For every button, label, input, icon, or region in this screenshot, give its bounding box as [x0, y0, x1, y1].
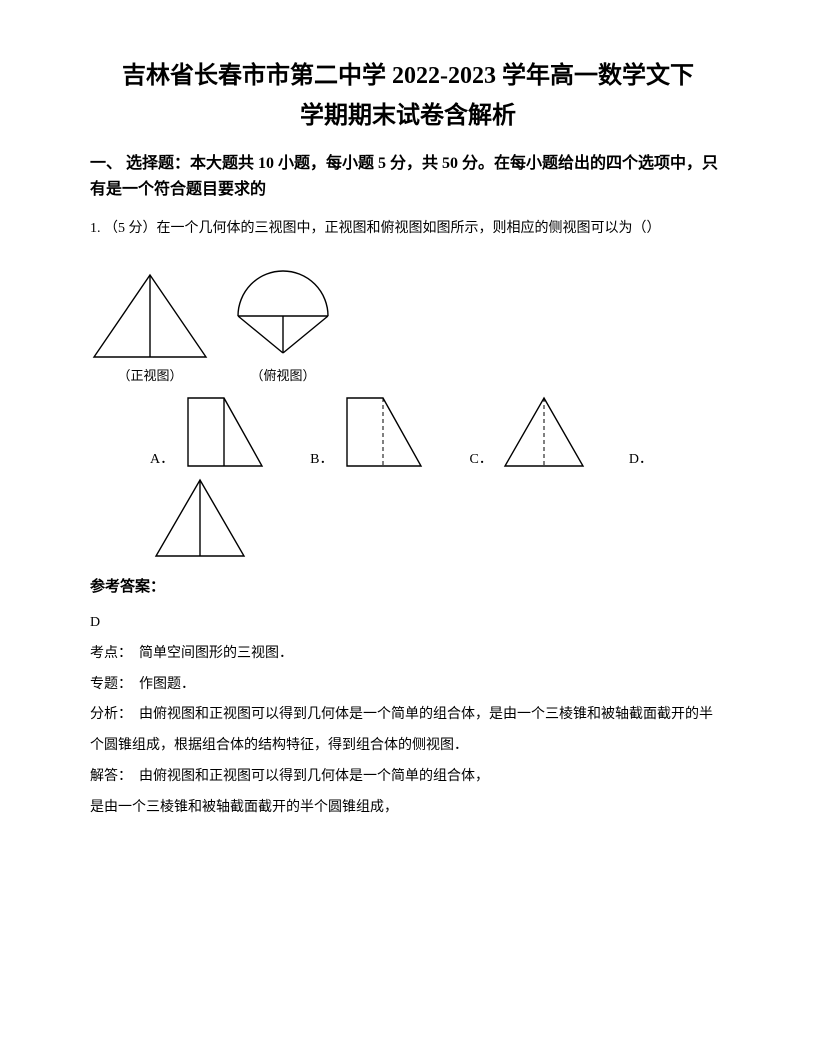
front-view-block: （正视图） — [90, 271, 210, 384]
fenxi-text: 由俯视图和正视图可以得到几何体是一个简单的组合体，是由一个三棱锥和被轴截面截开的… — [90, 707, 713, 753]
jieda-text: 由俯视图和正视图可以得到几何体是一个简单的组合体， — [139, 769, 489, 784]
top-view-figure — [228, 261, 338, 361]
section-1-header: 一、 选择题：本大题共 10 小题，每小题 5 分，共 50 分。在每小题给出的… — [90, 151, 726, 202]
option-d-label: D． — [629, 448, 653, 472]
option-d-figure — [150, 476, 250, 561]
option-c: C． — [469, 392, 588, 472]
option-c-label: C． — [469, 448, 492, 472]
fenxi-label: 分析： — [90, 707, 132, 722]
kaodian-line: 考点： 简单空间图形的三视图． — [90, 639, 726, 670]
kaodian-text: 简单空间图形的三视图． — [139, 646, 293, 661]
option-a: A． — [150, 392, 270, 472]
front-view-caption: （正视图） — [90, 365, 210, 384]
option-b-label: B． — [310, 448, 333, 472]
jieda-line: 解答： 由俯视图和正视图可以得到几何体是一个简单的组合体， — [90, 762, 726, 793]
page-title-line2: 学期期末试卷含解析 — [90, 100, 726, 134]
zhuanti-label: 专题： — [90, 677, 132, 692]
jieda-label: 解答： — [90, 769, 132, 784]
option-d-figure-block — [150, 476, 726, 561]
option-a-label: A． — [150, 448, 174, 472]
option-a-figure — [180, 392, 270, 472]
answer-letter: D — [90, 608, 726, 639]
zhuanti-text: 作图题． — [139, 677, 195, 692]
option-b-figure — [339, 392, 429, 472]
kaodian-label: 考点： — [90, 646, 132, 661]
fenxi-line: 分析： 由俯视图和正视图可以得到几何体是一个简单的组合体，是由一个三棱锥和被轴截… — [90, 700, 726, 762]
page-title-line1: 吉林省长春市市第二中学 2022-2023 学年高一数学文下 — [90, 60, 726, 94]
option-b: B． — [310, 392, 429, 472]
jieda-line-2: 是由一个三棱锥和被轴截面截开的半个圆锥组成， — [90, 793, 726, 824]
zhuanti-line: 专题： 作图题． — [90, 670, 726, 701]
top-view-caption: （俯视图） — [228, 365, 338, 384]
given-views-row: （正视图） （俯视图） — [90, 261, 726, 384]
top-view-block: （俯视图） — [228, 261, 338, 384]
option-d: D． — [629, 448, 659, 472]
front-view-figure — [90, 271, 210, 361]
question-1-text: 1. （5 分）在一个几何体的三视图中，正视图和俯视图如图所示，则相应的侧视图可… — [90, 216, 726, 243]
exam-page: 吉林省长春市市第二中学 2022-2023 学年高一数学文下 学期期末试卷含解析… — [0, 0, 816, 1056]
option-c-figure — [499, 392, 589, 472]
options-row: A． B． C． D． — [150, 392, 726, 472]
answer-header: 参考答案： — [90, 575, 726, 596]
